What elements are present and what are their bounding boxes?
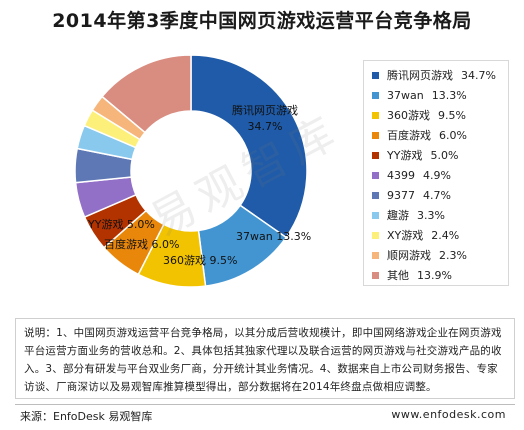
- legend-swatch: [372, 91, 379, 99]
- legend-item: 百度游戏 6.0%: [372, 127, 467, 143]
- data-label: 37wan 13.3%: [236, 230, 311, 243]
- legend-swatch: [372, 171, 379, 179]
- legend-item: 9377 4.7%: [372, 187, 451, 203]
- legend-value: 13.3%: [431, 88, 467, 102]
- legend-item: 37wan 13.3%: [372, 87, 467, 103]
- footer-source: 来源：EnfoDesk 易观智库: [20, 410, 153, 423]
- legend-value: 9.5%: [438, 108, 466, 122]
- legend-label: 百度游戏: [387, 129, 431, 142]
- legend-label: 趣游: [387, 209, 409, 222]
- legend-label: XY游戏: [387, 229, 424, 242]
- legend-value: 13.9%: [417, 268, 452, 282]
- legend-swatch: [372, 251, 379, 259]
- data-label-value: 34.7%: [248, 120, 283, 133]
- legend-item: XY游戏 2.4%: [372, 227, 459, 243]
- data-label: 百度游戏 6.0%: [104, 237, 179, 251]
- legend-swatch: [372, 271, 379, 279]
- note-line: 平台运营方面业务的营收总和。2、具体包括其独家代理以及联合运营的网页游戏与社交游…: [24, 345, 502, 357]
- legend-label: 腾讯网页游戏: [387, 69, 453, 82]
- legend-label: 9377: [387, 188, 415, 202]
- legend-swatch: [372, 71, 379, 79]
- footer-url: www.enfodesk.com: [391, 408, 506, 421]
- legend-label: 37wan: [387, 88, 424, 102]
- data-label-name: 腾讯网页游戏: [232, 103, 298, 117]
- slice-1: [190, 54, 308, 239]
- legend-value: 6.0%: [439, 128, 467, 142]
- legend-value: 3.3%: [417, 208, 445, 222]
- legend-item: 趣游 3.3%: [372, 207, 445, 223]
- note-line: 入。3、部分有研发与平台双业务厂商，分开统计其业务情况。4、数据来自上市公司财务…: [24, 363, 498, 375]
- legend-item: 其他 13.9%: [372, 267, 452, 283]
- legend-label: YY游戏: [387, 149, 423, 162]
- legend-value: 4.9%: [423, 168, 451, 182]
- legend-item: 顺网游戏 2.3%: [372, 247, 467, 263]
- legend-value: 4.7%: [423, 188, 451, 202]
- legend-label: 360游戏: [387, 109, 430, 122]
- donut-chart: 腾讯网页游戏 34.7% 37wan 13.3% 360游戏 9.5% 百度游戏 6.0…: [74, 54, 311, 288]
- legend-item: 360游戏 9.5%: [372, 107, 466, 123]
- legend-swatch: [372, 111, 379, 119]
- legend-label: 顺网游戏: [387, 249, 431, 262]
- legend-swatch: [372, 131, 379, 139]
- legend-value: 2.4%: [431, 228, 460, 242]
- footer-divider: [15, 404, 515, 405]
- legend-label: 4399: [387, 168, 415, 182]
- data-label: 360游戏 9.5%: [163, 254, 237, 267]
- legend-swatch: [372, 151, 379, 159]
- data-label: YY游戏 5.0%: [87, 218, 155, 231]
- explanation-note: 说明：1、中国网页游戏运营平台竞争格局，以其分成后营收规模计，即中国网络游戏企业…: [15, 318, 515, 399]
- legend-value: 2.3%: [439, 248, 467, 262]
- legend-item: YY游戏 5.0%: [372, 147, 458, 163]
- legend-item: 腾讯网页游戏 34.7%: [372, 67, 496, 83]
- slice-11: [101, 54, 192, 134]
- data-labels: 腾讯网页游戏 34.7% 37wan 13.3% 360游戏 9.5% 百度游戏 6.0…: [87, 103, 311, 267]
- legend: 腾讯网页游戏 34.7% 37wan 13.3% 360游戏 9.5% 百度游戏 6.0% YY…: [363, 60, 509, 286]
- legend-swatch: [372, 231, 379, 239]
- legend-value: 34.7%: [461, 68, 496, 82]
- legend-value: 5.0%: [430, 148, 459, 162]
- note-line: 说明：1、中国网页游戏运营平台竞争格局，以其分成后营收规模计，即中国网络游戏企业…: [24, 327, 502, 339]
- chart-title: 2014年第3季度中国网页游戏运营平台竞争格局: [52, 10, 472, 32]
- note-line: 访谈、厂商深访以及易观智库推算模型得出，部分数据将在2014年终盘点做相应调整。: [24, 381, 437, 393]
- legend-item: 4399 4.9%: [372, 167, 451, 183]
- donut-slices: [74, 54, 308, 288]
- legend-swatch: [372, 191, 379, 199]
- legend-swatch: [372, 211, 379, 219]
- legend-label: 其他: [387, 269, 409, 282]
